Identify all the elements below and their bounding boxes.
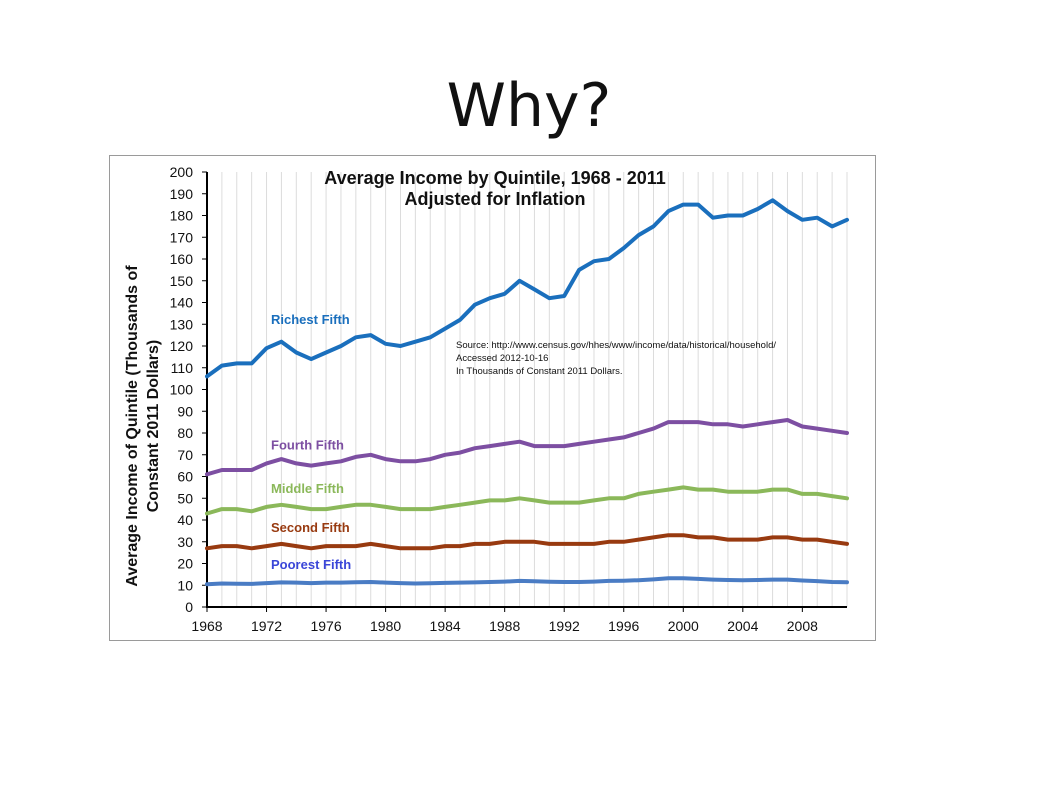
x-tick-label: 1968 [191,618,222,634]
chart-frame: 0 10 20 30 40 50 60 70 80 90 100 110 120 130 140 150 160… [109,155,876,641]
income-line-chart: 0 10 20 30 40 50 60 70 80 90 100 110 120 130 140 150 160… [124,164,849,634]
y-axis-label-line2: Constant 2011 Dollars) [145,340,162,513]
y-tick-label: 10 [177,577,193,593]
y-tick-label: 200 [170,164,194,180]
source-note-line1: Source: http://www.census.gov/hhes/www/i… [456,340,776,351]
grid-lines [221,172,848,607]
series-labels: Richest Fifth Fourth Fifth Middle Fifth Sec… [271,312,351,572]
x-tick-label: 2000 [668,618,699,634]
series-label-poorest-fifth: Poorest Fifth [271,557,351,572]
series-line-fourth-fifth [205,418,849,477]
source-note-line2: Accessed 2012-10-16 [456,353,548,364]
series-label-richest-fifth: Richest Fifth [271,312,350,327]
y-tick-label: 60 [177,469,193,485]
y-tick-label: 100 [170,382,194,398]
x-tick-label: 1976 [310,618,341,634]
y-axis-label: Average Income of Quintile (Thousands of… [124,265,162,587]
y-tick-label: 90 [177,403,193,419]
y-tick-label: 180 [170,208,194,224]
source-note-line3: In Thousands of Constant 2011 Dollars. [456,366,623,377]
x-tick-label: 1996 [608,618,639,634]
x-tick-label: 2004 [727,618,758,634]
y-tick-label: 120 [170,338,194,354]
source-note: Source: http://www.census.gov/hhes/www/i… [456,340,776,377]
series-label-fourth-fifth: Fourth Fifth [271,437,344,452]
y-tick-label: 110 [171,360,194,376]
series-line-poorest-fifth [205,576,849,587]
y-tick-label: 160 [170,251,194,267]
y-tick-label: 50 [177,490,193,506]
series-line-richest-fifth [205,198,849,379]
slide-title: Why? [446,71,612,141]
series-label-second-fifth: Second Fifth [271,520,350,535]
series-line-second-fifth [205,533,849,551]
x-tick-label: 1972 [251,618,282,634]
y-tick-label: 190 [170,186,194,202]
y-tick-label: 150 [170,273,194,289]
chart-subtitle: Adjusted for Inflation [405,189,586,209]
y-tick-label: 130 [170,316,194,332]
y-tick-label: 80 [177,425,193,441]
series-lines [205,198,849,587]
x-tick-label: 2008 [787,618,818,634]
x-tick-label: 1984 [430,618,461,634]
x-tick-labels: 1968 1972 1976 1980 1984 1988 1992 1996 2000 2004… [191,618,818,634]
y-tick-label: 170 [170,229,194,245]
y-tick-label: 0 [185,599,193,615]
y-tick-label: 140 [170,295,194,311]
x-tick-label: 1988 [489,618,520,634]
x-tick-label: 1980 [370,618,401,634]
y-tick-label: 20 [177,556,193,572]
y-tick-label: 30 [177,534,193,550]
y-tick-label: 70 [177,447,193,463]
series-line-middle-fifth [205,485,849,516]
y-tick-labels: 0 10 20 30 40 50 60 70 80 90 100 110 120 130 140 150 160… [170,164,194,615]
y-tick-label: 40 [177,512,193,528]
chart-title: Average Income by Quintile, 1968 - 2011 [324,168,666,188]
y-axis-label-line1: Average Income of Quintile (Thousands of [124,265,141,587]
series-label-middle-fifth: Middle Fifth [271,481,344,496]
x-tick-label: 1992 [549,618,580,634]
